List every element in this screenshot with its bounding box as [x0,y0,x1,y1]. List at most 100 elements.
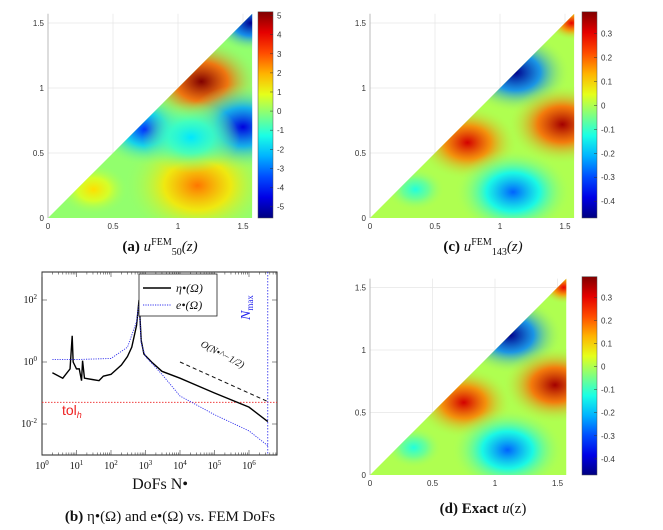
field [370,278,567,475]
field-extremum [142,101,240,174]
colorbar-tick-label: 0.3 [601,29,613,38]
exponent: 0 [45,459,49,467]
x-tick-label: 0.5 [107,222,119,231]
x-tick-label: 103 [139,459,153,472]
colorbar [581,276,598,476]
series-line-0 [52,299,269,423]
y-tick-label: 0 [40,214,45,223]
y-tick-label: 0.5 [355,409,367,418]
colorbar-tick-label: -2 [277,145,285,154]
colorbar-tick-label: -4 [277,183,285,192]
heatmap-plot-a: 0 0.5 1 1.5 0 0.5 1 1.5 5 4 3 2 1 0 -1 -2 -3 -4 -5 [33,11,285,231]
colorbar-tick-label: 0 [277,107,282,116]
field-extremum [502,346,567,424]
x-tick-label: 1 [493,479,498,488]
exponent: -2 [31,417,37,425]
y-tick-label: 0.5 [355,149,367,158]
colorbar-tick-label: -5 [277,203,285,212]
colorbar [257,11,274,219]
y-tick-label: 1 [362,84,367,93]
colorbar-tick-label: 1 [277,88,282,97]
x-tick-label: 106 [242,459,256,472]
y-tick-label: 100 [24,355,38,368]
y-tick-label: 0.5 [33,149,45,158]
y-tick-label: 1 [40,84,45,93]
field [370,13,575,218]
x-tick-label: 105 [208,459,222,472]
legend-label-0: η•(Ω) [176,281,203,295]
legend-box [138,273,218,317]
y-tick-label: 1.5 [33,19,45,28]
colorbar-tick-label: 0.3 [601,293,613,302]
exponent: 3 [149,459,153,467]
colorbar-tick-label: -0.2 [601,409,615,418]
colorbar-tick-label: 0.2 [601,53,613,62]
colorbar-tick-label: 0.2 [601,316,613,325]
rate-line [179,361,268,403]
x-tick-label: 0.5 [429,222,441,231]
colorbar-tick-label: -0.2 [601,149,615,158]
colorbar-tick-label: 5 [277,12,282,21]
colorbar-tick-label: 0 [601,101,606,110]
x-tick-label: 0 [368,479,373,488]
exponent: 2 [114,459,118,467]
field-extremum [507,84,575,165]
colorbar-tick-label: 0.1 [601,340,613,349]
x-tick-label: 101 [70,459,84,472]
colorbar-tick-label: -3 [277,164,285,173]
colorbar-tick-label: 0 [601,363,606,372]
field-extremum [385,426,442,469]
x-tick-label: 104 [173,459,187,472]
x-tick-label: 1 [498,222,503,231]
field-extremum [451,408,564,475]
exponent: 1 [80,459,84,467]
y-tick-label: 0 [362,214,367,223]
caption-c: (c) uFEM143(z) [443,237,523,258]
x-tick-label: 0.5 [427,479,439,488]
field-extremum [454,149,572,218]
x-axis-label: DoFs N• [132,476,188,493]
y-tick-label: 10-2 [21,417,37,430]
legend: η•(Ω) e•(Ω) [138,273,218,317]
field-extremum [211,13,253,52]
colorbar-tick-label: -0.3 [601,173,615,182]
colorbar-tick-label: 4 [277,31,282,40]
colorbar-tick-label: -0.3 [601,432,615,441]
y-tick-label: 1.5 [355,284,367,293]
colorbar-tick-label: 2 [277,69,282,78]
series-line-1 [52,302,269,447]
caption-b: (b) η•(Ω) and e•(Ω) vs. FEM DoFs [64,509,276,525]
colorbar-tick-label: -0.1 [601,386,615,395]
x-tick-label: 100 [35,459,49,472]
x-tick-label: 0 [46,222,51,231]
y-tick-label: 1 [362,346,367,355]
field-extremum [386,167,445,211]
legend-label-1: e•(Ω) [176,298,202,312]
tol-sub: h [77,410,82,420]
colorbar-tick-label: 3 [277,50,282,59]
heatmap-plot-c: 0 0.5 1 1.5 0 0.5 1 1.5 0.3 0.2 0.1 0 -0.1 -0.2 -0.3 -0… [355,11,615,231]
colorbar-tick-label: -0.1 [601,125,615,134]
heatmap-plot-d: 0 0.5 1 1.5 0 0.5 1 1.5 0.3 0.2 0.1 0 -0.1 -0.2 -0.3 -0… [355,276,615,488]
caption-a: (a) uFEM50(z) [122,237,198,258]
exponent: 6 [252,459,256,467]
exponent: 2 [34,293,38,301]
x-tick-label: 102 [104,459,118,472]
x-tick-label: 1.5 [552,479,564,488]
caption-d: (d) Exact u(z) [439,501,527,517]
convergence-plot: 100 101 102 103 104 105 10610210010-2tolhNmaxη… [21,271,278,472]
x-tick-label: 1 [176,222,181,231]
x-tick-label: 1.5 [237,222,249,231]
colorbar [581,11,598,219]
colorbar-tick-label: -0.4 [601,455,615,464]
x-tick-label: 1.5 [559,222,571,231]
y-tick-label: 102 [24,293,38,306]
exponent: 4 [183,459,187,467]
y-tick-label: 1.5 [355,19,367,28]
x-tick-label: 0 [368,222,373,231]
colorbar-tick-label: -1 [277,126,285,135]
colorbar-tick-label: -0.4 [601,197,615,206]
y-tick-label: 0 [362,471,367,480]
